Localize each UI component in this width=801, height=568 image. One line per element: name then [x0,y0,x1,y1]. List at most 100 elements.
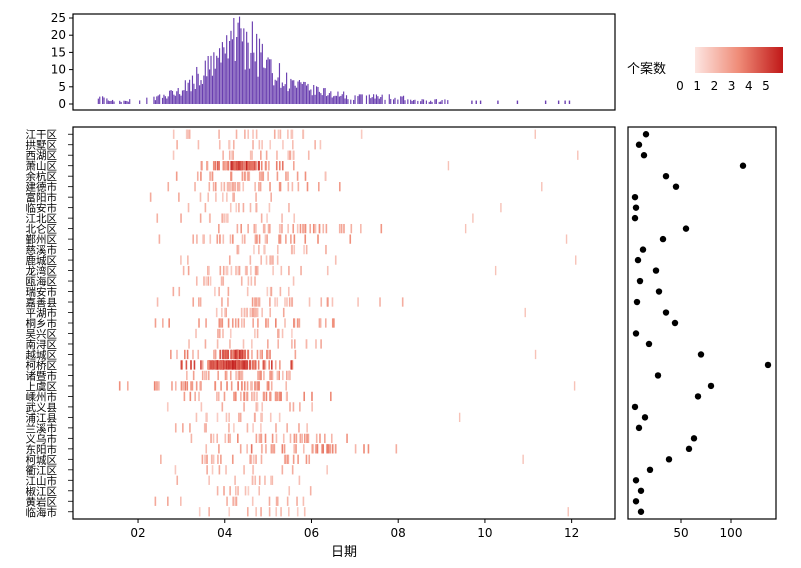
heatmap-cell [229,360,232,370]
heatmap-cell [251,307,254,318]
heatmap-cell [262,171,264,181]
heatmap-cell [154,318,157,328]
heatmap-cell [281,213,283,223]
heatmap-cell [239,444,242,454]
heatmap-cell [211,171,214,181]
histogram-bar [107,100,109,104]
histogram-bar [194,88,196,104]
district-heatmap-panel: 江干区拱墅区西湖区萧山区余杭区建德市富阳市临安市江北区北仑区鄞州区慈溪市鹿城区龙… [26,126,616,560]
heatmap-cell [292,276,295,286]
heatmap-cell [236,349,239,360]
heatmap-cell [307,433,310,443]
heatmap-cell [256,391,258,402]
histogram-bar [253,52,255,104]
heatmap-cell [232,150,235,160]
scatter-point [654,372,662,379]
heatmap-cell [234,182,237,192]
heatmap-cell [253,244,255,255]
heatmap-cell [379,297,381,307]
heatmap-cell [229,328,232,339]
heatmap-cell [253,412,256,423]
heatmap-cell [229,433,232,443]
heatmap-cell [326,265,329,276]
heatmap-cell [227,318,230,328]
heatmap-cell [188,129,191,139]
histogram-bar [283,86,285,104]
histogram-bar [447,100,449,104]
histogram-bar [203,75,205,104]
histogram-bar [414,99,416,104]
heatmap-cell [193,360,196,370]
histogram-bar [435,99,437,104]
histogram-bar [186,90,188,104]
heatmap-cell [291,339,293,349]
heatmap-cell [269,349,271,360]
heatmap-cell [242,161,244,171]
histogram-bar [103,97,105,104]
histogram-bar [183,90,185,104]
heatmap-cell [281,161,284,171]
heatmap-cell [279,129,282,139]
scatter-point [636,277,644,285]
heatmap-cell [183,391,186,402]
heatmap-cell [311,444,314,454]
heatmap-cell [225,412,228,423]
heatmap-cell [257,297,259,307]
heatmap-cell [251,297,254,307]
heatmap-cell [303,433,306,443]
heatmap-cell [209,360,212,370]
histogram-bar [209,69,211,104]
heatmap-cell [249,150,252,160]
heatmap-cell [232,496,234,506]
district-label: 诸暨市 [26,369,58,382]
histogram-bar [199,85,201,104]
heatmap-cell [254,328,256,339]
heatmap-cell [258,140,261,150]
heatmap-cell [222,328,224,339]
heatmap-cell [253,360,256,370]
heatmap-cell [227,349,230,360]
heatmap-cell [227,161,230,171]
heatmap-cell [201,161,203,171]
heatmap-cell [268,496,271,506]
heatmap-cell [227,286,230,297]
heatmap-cell [237,244,240,255]
heatmap-cell [247,276,250,286]
heatmap-x-tick-label: 02 [130,526,145,540]
heatmap-cell [226,349,228,360]
scatter-point [739,162,747,169]
scatter-point [639,246,647,253]
histogram-bar [174,95,176,104]
heatmap-cell [261,444,263,454]
histogram-bar [207,56,209,104]
heatmap-cell [252,161,255,171]
heatmap-cell [196,171,199,181]
histogram-bar [365,95,368,104]
histogram-bar [327,95,329,104]
heatmap-cell [200,402,203,412]
heatmap-cell [191,381,194,391]
heatmap-cell [298,318,301,328]
histogram-bar [260,52,262,104]
heatmap-cell [258,171,261,181]
histogram-bar [328,93,330,104]
heatmap-cell [275,318,277,328]
heatmap-cell [243,360,246,370]
heatmap-cell [255,129,258,139]
heatmap-cell [240,349,243,360]
histogram-bar [497,100,499,104]
histogram-bar [123,100,125,104]
heatmap-cell [269,182,271,192]
heatmap-cell [204,203,207,213]
heatmap-cell [252,465,255,475]
histogram-bar [444,99,446,104]
heatmap-cell [293,234,296,244]
heatmap-cell [298,475,301,485]
heatmap-cell [280,265,283,276]
heatmap-cell [494,265,497,276]
heatmap-cell [221,307,223,318]
histogram-bar [237,22,239,104]
heatmap-cell [239,161,242,171]
heatmap-cell [207,265,209,276]
histogram-bar [243,28,245,104]
